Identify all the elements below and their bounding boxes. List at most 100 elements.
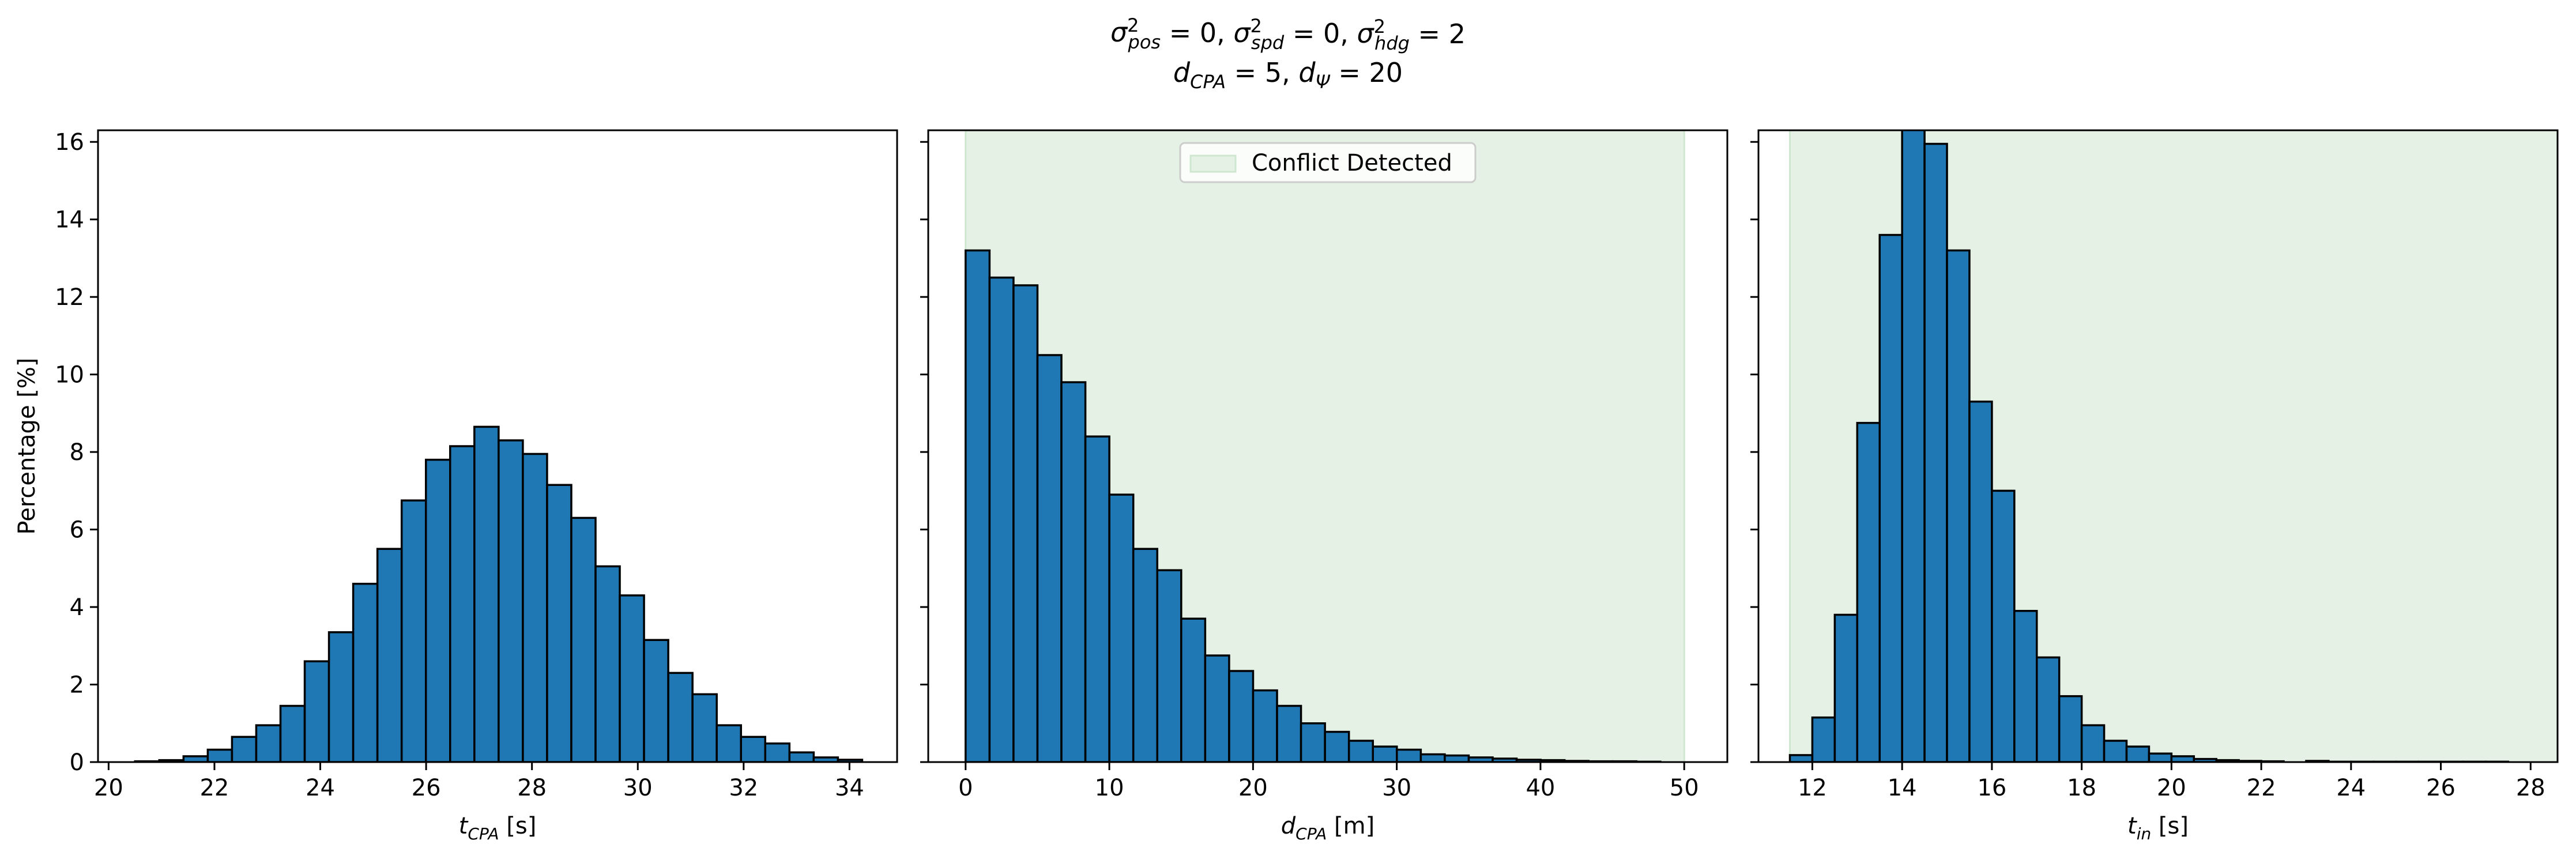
- x-tick-label: 24: [306, 775, 335, 801]
- histogram-bar: [691, 693, 718, 762]
- legend: Conflict Detected: [1179, 142, 1477, 183]
- x-tick-label: 12: [1798, 775, 1827, 801]
- histogram-bar: [1419, 753, 1446, 762]
- histogram-bar: [498, 439, 524, 762]
- axes-frame: [97, 129, 898, 763]
- histogram-bar: [1396, 748, 1422, 762]
- histogram-bar: [1108, 493, 1135, 762]
- histogram-bar: [206, 748, 234, 762]
- histogram-bar: [1811, 716, 1836, 762]
- histogram-bar: [1324, 730, 1350, 762]
- histogram-bars: [965, 249, 1662, 762]
- x-tick-label: 22: [199, 775, 229, 801]
- histogram-bar: [619, 594, 645, 762]
- histogram-bar: [1180, 617, 1207, 762]
- axes-frame: [1757, 129, 2559, 763]
- x-tick-label: 14: [1888, 775, 1917, 801]
- x-tick-label: 30: [1382, 775, 1411, 801]
- x-tick-label: 30: [623, 775, 653, 801]
- histogram-bar: [522, 453, 548, 762]
- histogram-bar: [1833, 613, 1859, 762]
- histogram-bar: [255, 724, 282, 762]
- histogram-bar: [182, 755, 209, 762]
- histogram-bar: [2125, 745, 2151, 762]
- legend-swatch: [1189, 154, 1237, 173]
- x-tick-label: 26: [412, 775, 441, 801]
- x-tick-label: 18: [2067, 775, 2096, 801]
- histogram-bar: [837, 759, 864, 762]
- histogram-bar: [231, 736, 258, 762]
- figure-title-line1: σ2 pos = 0, σ2 spd = 0, σ2 hdg = 2: [1110, 14, 1466, 54]
- histogram-bar: [1946, 249, 1971, 762]
- histogram-bar: [1901, 130, 1926, 762]
- legend-label: Conflict Detected: [1252, 150, 1452, 176]
- histogram-bar: [1968, 400, 1993, 762]
- x-tick-label: 40: [1526, 775, 1555, 801]
- x-tick-label: 0: [958, 775, 973, 801]
- x-axis-label: dCPA [m]: [1281, 813, 1374, 843]
- y-axis-label: Percentage [%]: [14, 358, 40, 535]
- y-tick-label: 6: [70, 517, 84, 544]
- y-tick-label: 16: [55, 129, 84, 156]
- y-tick-label: 2: [70, 672, 84, 699]
- histogram-bar: [1372, 745, 1398, 762]
- histogram-bar: [740, 736, 767, 762]
- histogram-bar: [1228, 670, 1255, 762]
- y-tick-label: 14: [55, 207, 84, 233]
- histogram-bar: [546, 484, 573, 762]
- legend-frame: [1179, 142, 1477, 183]
- histogram-bar: [2013, 610, 2038, 762]
- histogram-bar: [1300, 722, 1326, 762]
- histogram-bar: [2036, 656, 2061, 762]
- histogram-bar: [449, 445, 476, 762]
- histogram-bar: [1788, 754, 1814, 762]
- x-axis-label: tin [s]: [2127, 813, 2189, 843]
- histogram-bar: [715, 724, 742, 762]
- y-tick-label: 8: [70, 439, 84, 466]
- figure-title-line2: dCPA = 5, dΨ = 20: [1173, 57, 1403, 93]
- x-tick-label: 10: [1095, 775, 1124, 801]
- y-tick-label: 10: [55, 362, 84, 389]
- x-tick-label: 20: [2157, 775, 2186, 801]
- histogram-bar: [303, 660, 330, 762]
- histogram-bar: [594, 565, 621, 762]
- y-tick-label: 12: [55, 284, 84, 311]
- histogram-bar: [1012, 284, 1039, 762]
- histogram-bar: [1444, 754, 1470, 762]
- histogram-bar: [2103, 740, 2128, 762]
- histogram-bar: [352, 582, 379, 762]
- x-tick-label: 32: [729, 775, 758, 801]
- x-tick-label: 20: [94, 775, 123, 801]
- x-tick-label: 24: [2336, 775, 2366, 801]
- histogram-bar: [1252, 689, 1278, 762]
- histogram-bar: [643, 639, 669, 762]
- x-tick-label: 28: [2516, 775, 2545, 801]
- x-tick-label: 34: [835, 775, 864, 801]
- x-axis-label: tCPA [s]: [459, 813, 537, 843]
- chart-panel-2: 0 10 20 30 40 50 dCPA [m] Conflict Detected: [920, 129, 1728, 843]
- y-tick-label: 4: [70, 594, 84, 621]
- histogram-bar: [473, 425, 500, 762]
- histogram-bar: [764, 742, 791, 762]
- histogram-bar: [400, 499, 427, 762]
- histogram-bar: [327, 631, 355, 762]
- histogram-bar: [667, 672, 694, 762]
- x-tick-label: 26: [2426, 775, 2456, 801]
- histogram-bars: [134, 425, 864, 762]
- x-tick-label: 20: [1238, 775, 1268, 801]
- histogram-bar: [1991, 489, 2016, 762]
- histogram-bar: [1084, 435, 1110, 762]
- histogram-bar: [1923, 142, 1948, 762]
- histogram-bar: [1276, 704, 1302, 762]
- histogram-bar: [1036, 354, 1063, 762]
- histogram-bar: [376, 548, 403, 762]
- histogram-bar: [570, 517, 597, 762]
- histogram-bar: [1347, 740, 1374, 762]
- histogram-bar: [788, 751, 815, 762]
- histogram-bar: [988, 276, 1015, 762]
- y-tick-label: 0: [70, 749, 84, 776]
- histogram-bar: [1060, 381, 1087, 762]
